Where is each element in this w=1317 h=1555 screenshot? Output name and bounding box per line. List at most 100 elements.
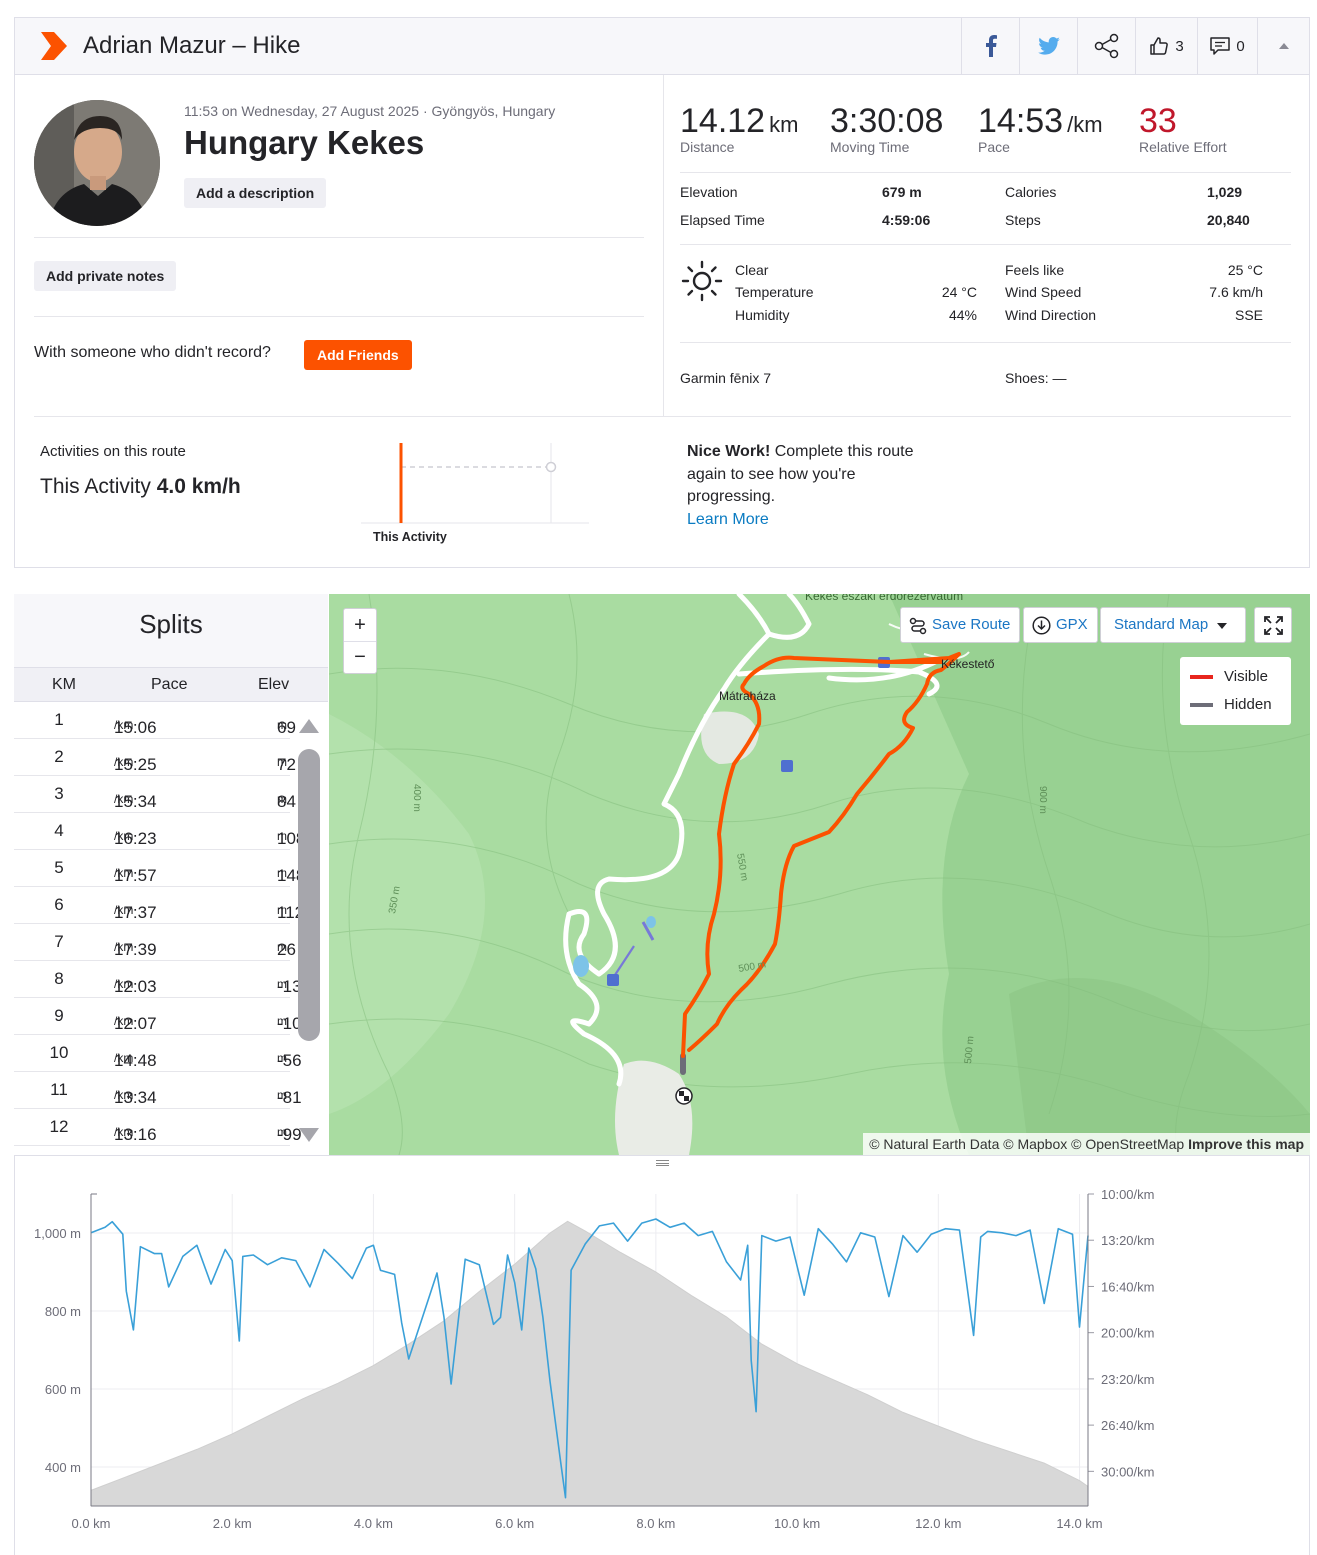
split-row[interactable]: 11 13:34 /km -81 m bbox=[14, 1072, 302, 1109]
save-route-button[interactable]: Save Route bbox=[900, 607, 1020, 643]
split-pace-unit: /km bbox=[114, 977, 134, 991]
split-pace-unit: /km bbox=[114, 755, 134, 769]
fullscreen-button[interactable] bbox=[1254, 607, 1292, 643]
legend-visible-swatch bbox=[1190, 674, 1213, 679]
split-km: 3 bbox=[54, 784, 64, 803]
temperature-value: 24 °C bbox=[941, 284, 977, 300]
map-legend: Visible Hidden bbox=[1180, 657, 1291, 725]
split-row[interactable]: 10 14:48 /km -56 m bbox=[14, 1035, 302, 1072]
nice-work-title: Nice Work! bbox=[687, 443, 771, 460]
comment-button[interactable]: 0 bbox=[1197, 18, 1257, 74]
y-right-tick-label: 10:00/km bbox=[1101, 1187, 1154, 1202]
relative-effort-value: 33 bbox=[1139, 102, 1177, 140]
split-pace-value: 16:23 bbox=[114, 829, 157, 848]
activity-card: Adrian Mazur – Hike 3 0 bbox=[14, 17, 1310, 568]
activity-header: Adrian Mazur – Hike 3 0 bbox=[15, 18, 1309, 75]
split-pace-unit: /km bbox=[114, 940, 134, 954]
share-button[interactable] bbox=[1077, 18, 1135, 74]
route-map[interactable]: Mátraháza Kékestető Kekes északi erdőrez… bbox=[329, 594, 1310, 1155]
split-row[interactable]: 4 16:23 /km 108 m bbox=[14, 813, 305, 850]
chart-axes: 0.0 km 2.0 km 4.0 km 6.0 km 8.0 km 10.0 km 12.… bbox=[34, 1187, 1154, 1531]
relative-effort-stat[interactable]: 33 Relative Effort bbox=[1139, 102, 1227, 155]
splits-header-pace: Pace bbox=[151, 676, 188, 693]
shoes-info: Shoes: — bbox=[1005, 370, 1067, 386]
chart-canvas[interactable]: 0.0 km 2.0 km 4.0 km 6.0 km 8.0 km 10.0 km 12.… bbox=[15, 1156, 1311, 1555]
wind-direction-value: SSE bbox=[1234, 307, 1263, 323]
route-point[interactable] bbox=[545, 461, 557, 473]
split-km: 4 bbox=[54, 821, 64, 840]
learn-more-link[interactable]: Learn More bbox=[687, 510, 769, 528]
split-pace-value: 17:37 bbox=[114, 903, 157, 922]
add-private-notes-button[interactable]: Add private notes bbox=[34, 261, 177, 291]
scroll-down-icon[interactable] bbox=[298, 1127, 320, 1143]
split-elev-unit: m bbox=[277, 1125, 287, 1139]
split-km: 10 bbox=[49, 1043, 69, 1062]
split-pace-value: 15:34 bbox=[114, 792, 157, 811]
legend-hidden[interactable]: Hidden bbox=[1190, 696, 1272, 713]
split-elev-unit: m bbox=[277, 1088, 287, 1102]
split-km: 1 bbox=[54, 710, 64, 729]
weather-condition: Clear bbox=[735, 262, 769, 278]
split-pace-value: 12:07 bbox=[114, 1014, 157, 1033]
divider bbox=[34, 237, 644, 238]
add-description-button[interactable]: Add a description bbox=[184, 178, 327, 208]
pace-series bbox=[90, 1218, 1089, 1499]
comment-icon bbox=[1210, 37, 1231, 55]
split-row[interactable]: 7 17:39 /km 26 m bbox=[14, 924, 296, 961]
pace-line bbox=[90, 1218, 1089, 1499]
header-title: Adrian Mazur – Hike bbox=[83, 32, 301, 59]
split-pace-value: 13:34 bbox=[114, 1088, 157, 1107]
split-row[interactable]: 8 12:03 /km -138 m bbox=[14, 961, 311, 998]
legend-hidden-swatch bbox=[1190, 702, 1213, 707]
split-pace-unit: /km bbox=[114, 1125, 134, 1139]
add-friends-button[interactable]: Add Friends bbox=[304, 340, 412, 370]
split-elev-value: 84 bbox=[277, 792, 296, 811]
split-row[interactable]: 9 12:07 /km -102 m bbox=[14, 998, 311, 1035]
nice-work-message: Nice Work! Complete this route again to … bbox=[687, 441, 947, 531]
split-km: 6 bbox=[54, 895, 64, 914]
map-type-select[interactable]: Standard Map bbox=[1100, 607, 1246, 643]
split-pace-unit: /km bbox=[114, 1088, 134, 1102]
splits-title: Splits bbox=[14, 594, 328, 667]
elevation-pace-chart[interactable]: 0.0 km 2.0 km 4.0 km 6.0 km 8.0 km 10.0 km 12.… bbox=[14, 1155, 1310, 1555]
map-canvas[interactable]: Mátraháza Kékestető Kekes északi erdőrez… bbox=[329, 594, 1310, 1155]
divider bbox=[34, 316, 644, 317]
zoom-in-button[interactable]: + bbox=[354, 614, 366, 636]
distance-value: 14.12 bbox=[680, 102, 766, 140]
twitter-share-button[interactable] bbox=[1019, 18, 1077, 74]
x-tick-label: 4.0 km bbox=[354, 1516, 393, 1531]
resize-handle[interactable] bbox=[656, 1160, 669, 1166]
split-row[interactable]: 5 17:57 /km 148 m bbox=[14, 850, 305, 887]
route-line[interactable] bbox=[681, 652, 961, 1058]
legend-visible[interactable]: Visible bbox=[1190, 668, 1268, 685]
zoom-out-button[interactable]: − bbox=[354, 646, 366, 668]
split-row[interactable]: 1 15:06 /km 69 m bbox=[14, 702, 296, 739]
improve-map-link[interactable]: Improve this map bbox=[1188, 1136, 1304, 1152]
y-left-tick-label: 1,000 m bbox=[34, 1226, 81, 1241]
facebook-share-button[interactable] bbox=[961, 18, 1019, 74]
split-elev-unit: m bbox=[277, 1014, 287, 1028]
gpx-download-button[interactable]: GPX bbox=[1023, 607, 1098, 643]
split-row[interactable]: 2 15:25 /km 72 m bbox=[14, 739, 296, 776]
save-route-label: Save Route bbox=[932, 616, 1011, 633]
split-pace-unit: /km bbox=[114, 866, 134, 880]
splits-header: KM Pace Elev bbox=[14, 667, 328, 702]
activity-title[interactable]: Hungary Kekes bbox=[184, 124, 425, 161]
split-row[interactable]: 12 13:16 /km -99 m bbox=[14, 1109, 302, 1146]
caret-up-icon bbox=[1278, 43, 1289, 49]
split-pace-unit: /km bbox=[114, 829, 134, 843]
split-row[interactable]: 6 17:37 /km 112 m bbox=[14, 887, 304, 924]
kudos-button[interactable]: 3 bbox=[1135, 18, 1197, 74]
athlete-avatar[interactable] bbox=[34, 100, 160, 226]
x-tick-label: 6.0 km bbox=[495, 1516, 534, 1531]
split-elev-value: -56 bbox=[277, 1051, 302, 1070]
scroll-up-icon[interactable] bbox=[298, 718, 320, 734]
divider bbox=[344, 641, 376, 642]
collapse-button[interactable] bbox=[1257, 18, 1309, 74]
splits-scrollbar[interactable] bbox=[298, 749, 320, 1041]
split-row[interactable]: 3 15:34 /km 84 m bbox=[14, 776, 296, 813]
pace-unit: /km bbox=[1067, 112, 1103, 137]
facebook-icon bbox=[985, 35, 997, 57]
split-pace-unit: /km bbox=[114, 792, 134, 806]
column-divider bbox=[663, 75, 664, 417]
